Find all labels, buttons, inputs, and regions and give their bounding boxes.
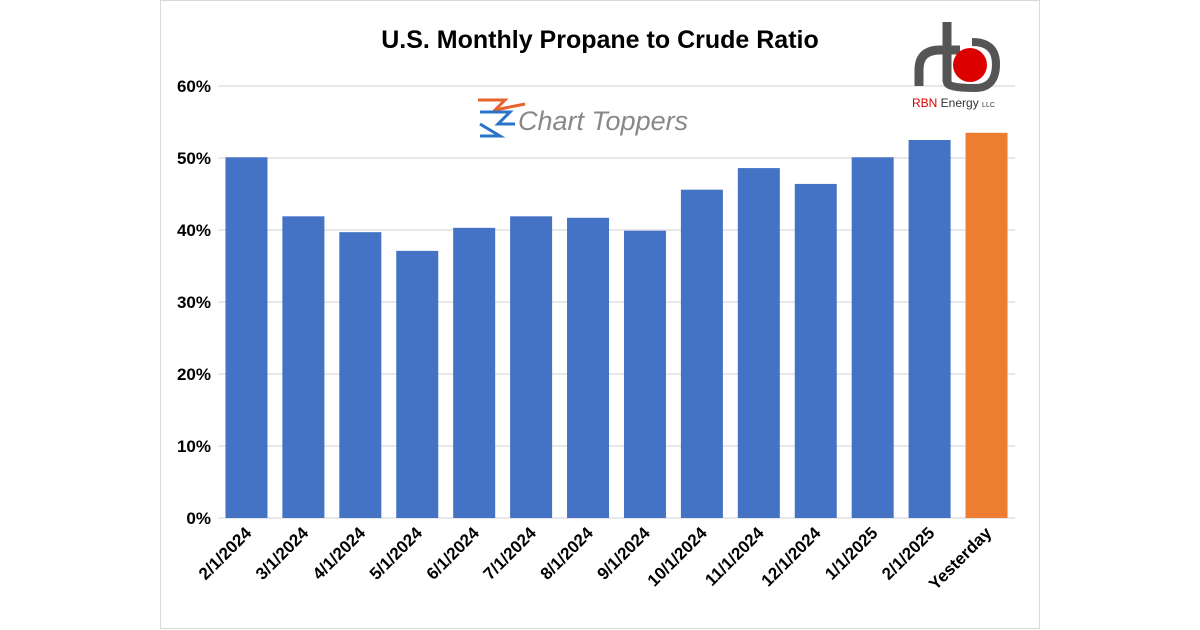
y-tick-label: 40%	[177, 221, 211, 240]
bar	[908, 140, 951, 518]
bar	[453, 227, 496, 518]
bar	[339, 232, 382, 518]
gridlines	[218, 85, 1015, 519]
x-axis-ticks: 2/1/20243/1/20244/1/20245/1/20246/1/2024…	[195, 523, 996, 594]
x-tick-label: 10/1/2024	[644, 523, 711, 590]
x-tick-label: 8/1/2024	[537, 523, 598, 584]
bar	[282, 216, 325, 518]
y-tick-label: 0%	[186, 509, 211, 528]
bar	[851, 157, 894, 518]
bar	[396, 250, 439, 518]
x-tick-label: 5/1/2024	[366, 523, 427, 584]
y-tick-label: 50%	[177, 149, 211, 168]
x-tick-label: 12/1/2024	[758, 523, 825, 590]
rbn-energy-logo: RBN Energy LLC	[912, 22, 1001, 110]
bar	[680, 189, 723, 518]
svg-text:RBN Energy LLC: RBN Energy LLC	[912, 96, 995, 110]
bar	[567, 217, 610, 518]
x-tick-label: 1/1/2025	[821, 523, 881, 583]
x-tick-label: 7/1/2024	[480, 523, 541, 584]
bar	[965, 132, 1008, 519]
bar	[737, 168, 780, 518]
x-tick-label: 2/1/2024	[195, 523, 256, 584]
y-tick-label: 30%	[177, 293, 211, 312]
y-tick-label: 20%	[177, 365, 211, 384]
x-tick-label: 6/1/2024	[423, 523, 484, 584]
chart-frame	[160, 0, 1040, 629]
x-tick-label: 4/1/2024	[309, 523, 370, 584]
y-tick-label: 60%	[177, 77, 211, 96]
y-axis-ticks: 0% 10% 20% 30% 40% 50% 60%	[177, 77, 211, 528]
chart-toppers-logo: Chart Toppers	[478, 98, 688, 138]
x-tick-label: Yesterday	[925, 523, 996, 594]
x-tick-label: 3/1/2024	[252, 523, 313, 584]
bars	[225, 132, 1008, 519]
bar	[225, 157, 268, 518]
bar	[623, 230, 666, 518]
y-tick-label: 10%	[177, 437, 211, 456]
bar	[794, 183, 837, 519]
bar	[510, 216, 553, 518]
x-tick-label: 11/1/2024	[701, 523, 768, 590]
svg-text:Chart Toppers: Chart Toppers	[518, 106, 688, 136]
chart-title: U.S. Monthly Propane to Crude Ratio	[381, 26, 819, 54]
